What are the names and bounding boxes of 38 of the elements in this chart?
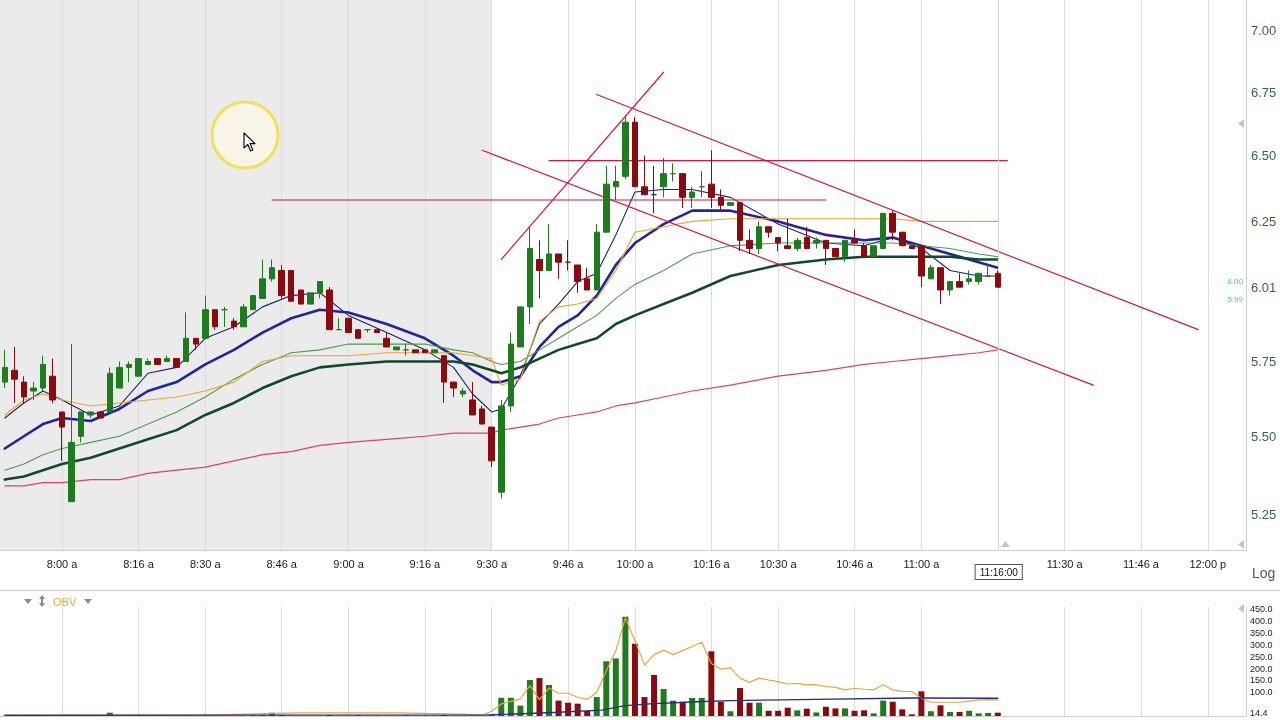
y-tick-label: 100.0	[1250, 687, 1273, 698]
y-tick-label: 200.0	[1250, 663, 1273, 674]
x-tick-label: 8:46 a	[266, 557, 298, 570]
x-tick-label: 10:00 a	[616, 557, 655, 570]
y-tick-label: 300.0	[1250, 639, 1273, 650]
x-tick-label: 9:16 a	[409, 557, 442, 570]
ref-line-label: 11:16:00	[979, 566, 1019, 578]
x-tick-label: 10:46 a	[836, 557, 874, 570]
x-tick-label: 9:30 a	[476, 557, 508, 570]
y-tick-label: 450.0	[1250, 604, 1273, 615]
y-tick-label: 5.25	[1251, 506, 1277, 522]
x-tick-label: 9:46 a	[552, 557, 585, 570]
x-tick-label: 11:30 a	[1046, 557, 1084, 570]
text: Log	[1252, 565, 1276, 581]
annotation: 5.99	[1227, 294, 1244, 304]
text: OBV	[53, 595, 77, 608]
y-tick-label: 5.50	[1251, 428, 1277, 444]
y-tick-label: 400.0	[1250, 616, 1273, 627]
y-tick-label: 6.75	[1251, 84, 1277, 100]
x-tick-label: 10:16 a	[692, 557, 731, 570]
y-tick-label: 250.0	[1250, 651, 1273, 662]
y-tick-label: 6.25	[1251, 213, 1277, 229]
y-tick-label: 14.4	[1250, 707, 1268, 718]
x-tick-label: 8:16 a	[123, 557, 155, 570]
annotation: 6.00	[1227, 276, 1244, 286]
y-tick-label: 6.50	[1251, 147, 1277, 163]
x-tick-label: 11:00 a	[903, 557, 941, 570]
x-tick-label: 8:30 a	[189, 557, 222, 570]
x-tick-label: 8:00 a	[46, 557, 79, 570]
y-tick-label: 150.0	[1250, 675, 1273, 686]
y-tick-label: 5.75	[1251, 354, 1277, 370]
y-tick-label: 6.01	[1251, 279, 1277, 295]
x-tick-label: 12:00 p	[1189, 557, 1227, 570]
x-tick-label: 9:00 a	[333, 557, 365, 570]
y-tick-label: 350.0	[1250, 628, 1273, 639]
x-tick-label: 11:46 a	[1123, 557, 1160, 570]
y-tick-label: 7.00	[1251, 23, 1277, 39]
x-tick-label: 10:30 a	[759, 557, 798, 570]
